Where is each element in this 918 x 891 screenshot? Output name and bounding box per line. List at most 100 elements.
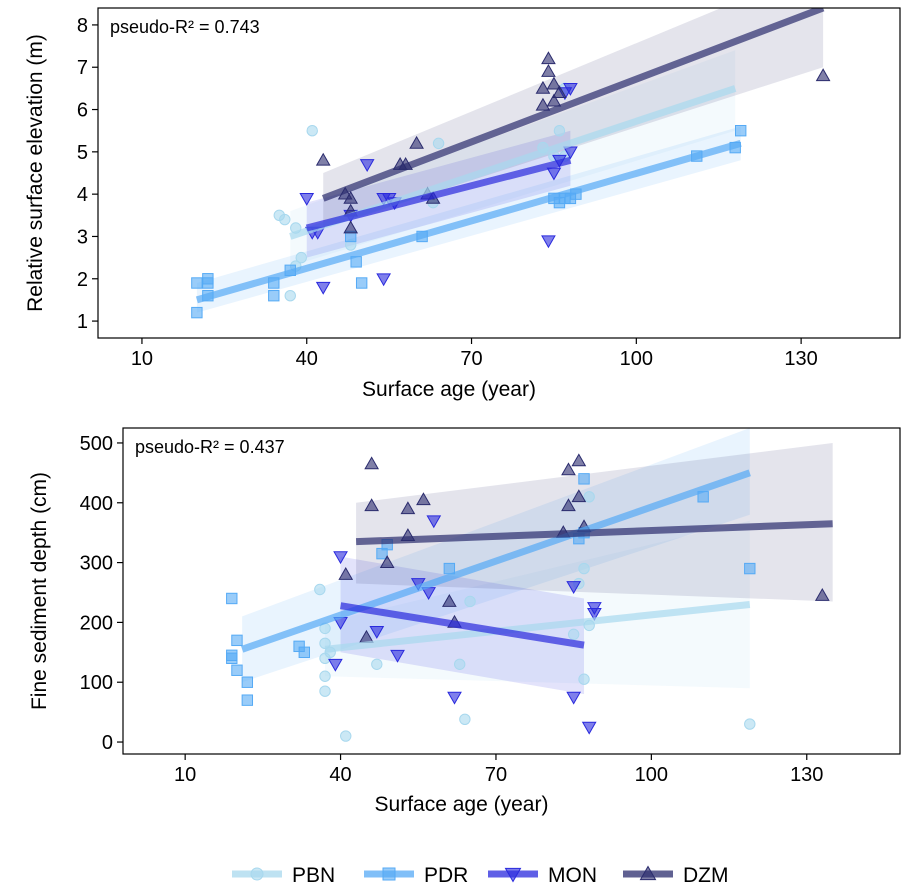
ci-band-pdr <box>242 428 750 683</box>
pseudo-r2-annotation: pseudo-R² = 0.437 <box>135 437 285 457</box>
data-point-mon <box>566 691 582 705</box>
data-point-pbn <box>279 213 291 226</box>
data-point-pbn <box>553 124 566 137</box>
legend-item-mon: MON <box>488 864 597 887</box>
data-point-pbn <box>295 251 307 264</box>
y-tick-label: 400 <box>80 493 113 515</box>
data-point-pbn <box>583 491 595 503</box>
data-point-pdr <box>268 289 280 302</box>
plot-frame <box>97 7 901 339</box>
legend-label: PBN <box>292 864 335 887</box>
data-point-dzm <box>343 190 359 204</box>
y-tick-label: 1 <box>77 311 88 333</box>
fit-line-dzm <box>321 8 825 202</box>
x-tick-label: 70 <box>460 348 482 370</box>
x-tick-label: 130 <box>790 764 823 786</box>
data-point-mon <box>315 281 331 295</box>
y-axis-title: Relative surface elevation (m) <box>24 34 47 312</box>
data-point-pdr <box>443 562 456 575</box>
data-point-pbn <box>459 713 471 726</box>
data-point-dzm <box>571 489 587 503</box>
data-point-pbn <box>464 595 476 608</box>
x-axis-title: Surface age (year) <box>362 378 536 401</box>
data-point-pdr <box>226 592 238 605</box>
data-point-pbn <box>306 124 318 137</box>
data-point-dzm <box>315 152 331 166</box>
data-point-pbn <box>578 673 590 685</box>
data-point-mon <box>299 193 315 206</box>
x-tick-label: 40 <box>329 764 351 786</box>
data-point-dzm <box>364 456 380 470</box>
fit-line-mon <box>305 156 572 232</box>
ci-band-dzm <box>356 442 833 602</box>
data-point-dzm <box>571 453 587 467</box>
y-tick-label: 2 <box>77 269 88 291</box>
x-tick-label: 10 <box>131 348 153 370</box>
x-tick-label: 130 <box>784 348 817 370</box>
data-point-dzm <box>441 593 457 607</box>
data-point-mon <box>390 649 405 663</box>
legend-marker-triangle-up <box>639 865 657 881</box>
x-tick-label: 100 <box>635 764 668 786</box>
fit-line-pdr <box>195 140 742 304</box>
series-pbn <box>314 491 756 742</box>
data-point-mon <box>587 608 602 621</box>
data-point-dzm <box>416 492 431 506</box>
data-point-mon <box>563 83 578 96</box>
fit-line-mon <box>339 602 585 649</box>
data-point-mon <box>333 551 348 565</box>
y-tick-label: 0 <box>102 732 113 754</box>
data-point-pdr <box>734 124 747 137</box>
data-point-dzm <box>546 76 562 90</box>
data-point-dzm <box>561 498 576 512</box>
legend-marker-square <box>382 867 396 881</box>
x-tick-label: 40 <box>296 348 318 370</box>
data-point-pbn <box>284 289 296 302</box>
x-tick-label: 70 <box>485 764 507 786</box>
data-point-mon <box>541 235 556 249</box>
data-point-dzm <box>343 220 359 234</box>
legend-item-pdr: PDR <box>364 864 468 887</box>
data-point-dzm <box>535 80 551 94</box>
data-point-pdr <box>231 664 243 676</box>
data-point-pbn <box>454 658 466 670</box>
data-point-dzm <box>400 501 416 515</box>
data-point-dzm <box>814 587 830 601</box>
data-point-dzm <box>338 567 354 580</box>
legend-item-dzm: DZM <box>623 864 729 887</box>
data-point-dzm <box>541 51 556 65</box>
ci-band-pbn <box>325 520 750 689</box>
data-point-mon <box>563 146 578 160</box>
data-point-mon <box>376 273 392 287</box>
plot-panel-2: 10 40 70 100 130 0 100 200 300 400 500 Surface age … <box>28 427 901 816</box>
ci-band-pbn <box>290 50 736 267</box>
ci-band-dzm <box>323 8 824 228</box>
x-axis-title: Surface age (year) <box>375 793 549 816</box>
data-point-pdr <box>298 646 311 659</box>
y-tick-label: 300 <box>80 553 113 575</box>
x-tick-label: 100 <box>620 348 653 370</box>
data-point-pbn <box>371 658 383 670</box>
data-point-pbn <box>578 562 590 575</box>
y-axis-title: Fine sediment depth (cm) <box>28 472 51 710</box>
y-tick-label: 3 <box>77 226 88 248</box>
series-mon <box>328 515 602 735</box>
data-point-pbn <box>432 137 445 150</box>
legend-label: MON <box>548 864 597 887</box>
data-point-mon <box>426 515 442 529</box>
y-tick-label: 4 <box>77 184 88 206</box>
legend-label: PDR <box>424 864 468 887</box>
legend: PBN PDR MON DZM <box>232 864 729 887</box>
data-point-mon <box>447 691 462 705</box>
data-point-pbn <box>319 685 331 697</box>
y-tick-label: 500 <box>80 433 113 455</box>
legend-marker-circle <box>250 867 264 881</box>
data-point-dzm <box>409 135 424 149</box>
data-point-mon <box>581 721 597 735</box>
data-point-dzm <box>552 85 567 98</box>
series-pdr <box>226 473 756 706</box>
x-tick-label: 10 <box>174 764 196 786</box>
legend-item-pbn: PBN <box>232 864 335 887</box>
data-point-mon <box>359 159 375 173</box>
